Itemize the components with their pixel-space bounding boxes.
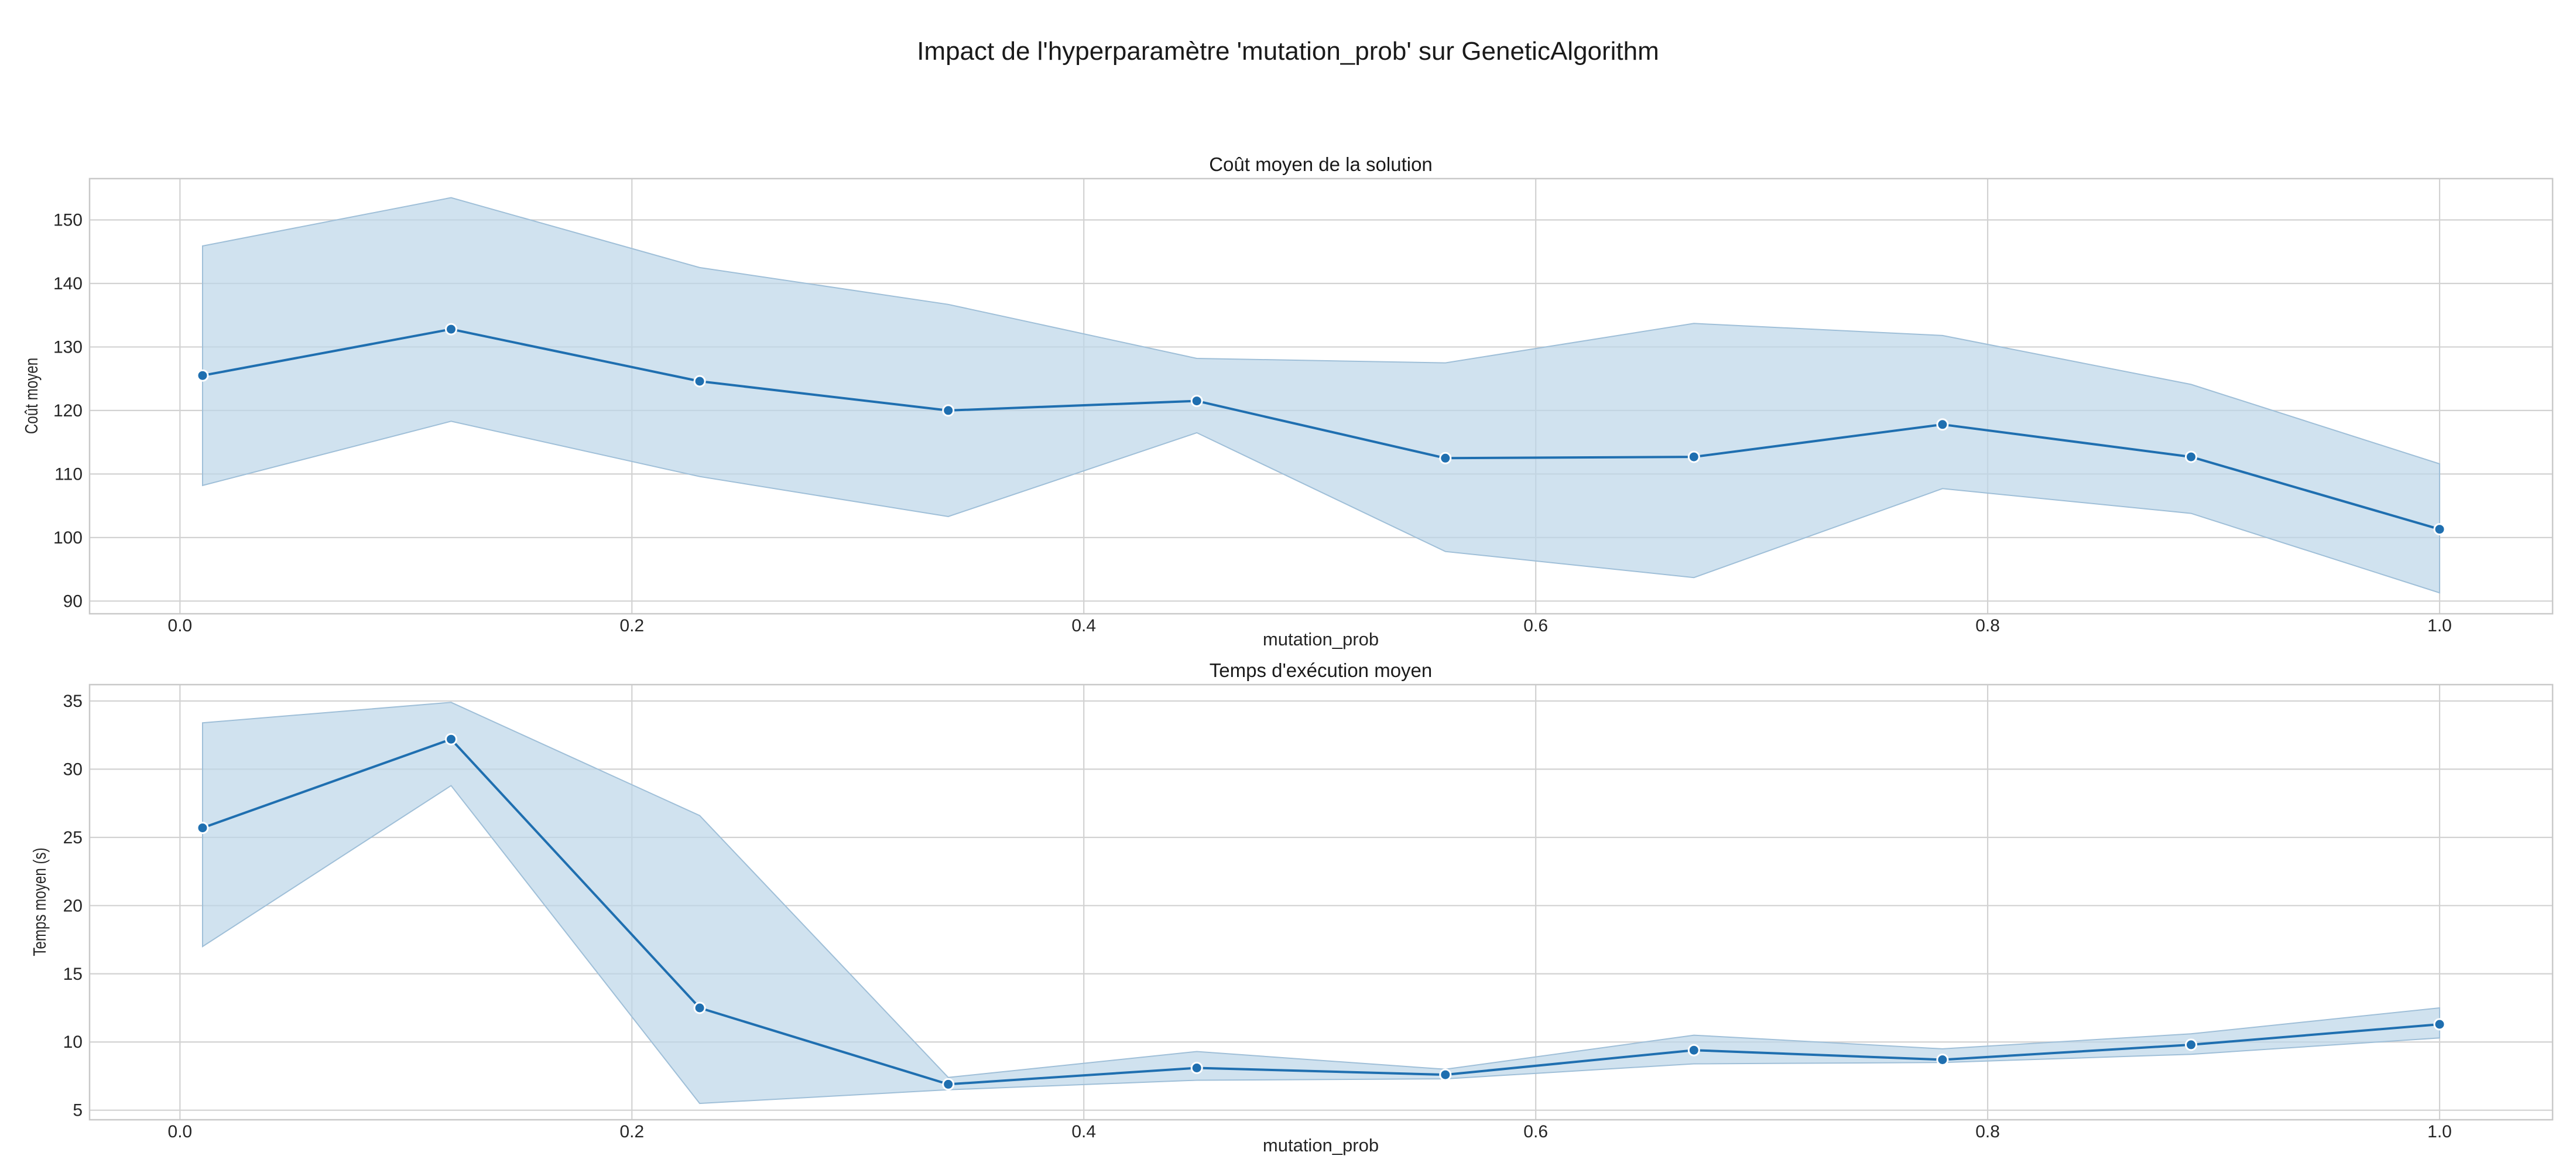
cost-subplot-title: Coût moyen de la solution	[1209, 153, 1433, 175]
cost-y-axis-label: Coût moyen	[21, 358, 42, 434]
cost-data-point	[1190, 395, 1203, 408]
cost-x-tick-label: 0.0	[168, 616, 193, 635]
time-data-point	[1936, 1054, 1949, 1066]
cost-data-point	[1687, 450, 1700, 463]
time-x-ticks: 0.0 0.2 0.4 0.6 0.8 1.0	[168, 1122, 2452, 1141]
time-data-point	[2433, 1018, 2446, 1031]
cost-series	[202, 328, 2440, 531]
time-x-axis-label: mutation_prob	[1263, 1135, 1379, 1155]
cost-confidence-band	[202, 197, 2440, 594]
cost-data-point	[196, 369, 209, 382]
time-data-point	[445, 733, 457, 746]
cost-x-tick-label: 0.8	[1975, 616, 2000, 635]
time-y-ticks: 5 10 15 20 25 30 35	[63, 692, 83, 1120]
cost-subplot: Coût moyen de la solution 0.0 0.2 0.4 0.6 0.…	[21, 153, 2554, 649]
time-y-tick-label: 5	[73, 1101, 83, 1120]
cost-data-point	[1936, 418, 1949, 431]
cost-data-point	[693, 375, 706, 388]
time-subplot: Temps d'exécution moyen 0.0 0.2 0.4 0.6 0.8 1…	[29, 659, 2554, 1155]
time-data-point	[1687, 1044, 1700, 1057]
cost-data-point	[942, 404, 955, 417]
time-axes-frame	[88, 683, 2554, 1121]
time-data-point	[2185, 1038, 2197, 1051]
time-x-tick-label: 1.0	[2427, 1122, 2452, 1141]
time-y-tick-label: 35	[63, 692, 83, 711]
time-y-tick-label: 30	[63, 760, 83, 779]
time-data-point	[196, 822, 209, 835]
cost-y-tick-label: 150	[53, 211, 83, 230]
cost-data-point	[1439, 452, 1452, 464]
cost-x-tick-label: 1.0	[2427, 616, 2452, 635]
cost-x-tick-label: 0.6	[1523, 616, 1548, 635]
time-data-point	[1190, 1062, 1203, 1074]
cost-data-point	[2185, 450, 2197, 463]
time-y-tick-label: 20	[63, 896, 83, 915]
time-x-tick-label: 0.8	[1975, 1122, 2000, 1141]
cost-x-tick-label: 0.2	[619, 616, 644, 635]
cost-y-tick-label: 140	[53, 274, 83, 293]
cost-y-ticks: 90 100 110 120 130 140 150	[53, 211, 83, 611]
time-data-point	[1439, 1068, 1452, 1081]
cost-mean-line	[202, 328, 2440, 531]
time-subplot-title: Temps d'exécution moyen	[1210, 659, 1433, 681]
cost-ci-area	[202, 197, 2440, 594]
cost-y-tick-label: 110	[54, 464, 83, 484]
time-x-tick-label: 0.0	[168, 1122, 193, 1141]
cost-data-point	[2433, 523, 2446, 536]
time-y-tick-label: 15	[63, 965, 83, 984]
time-x-tick-label: 0.4	[1071, 1122, 1096, 1141]
time-mean-line	[202, 738, 2440, 1086]
cost-y-tick-label: 90	[63, 592, 83, 611]
time-data-point	[942, 1078, 955, 1090]
cost-x-axis-label: mutation_prob	[1263, 629, 1379, 649]
figure-title: Impact de l'hyperparamètre 'mutation_pro…	[917, 37, 1659, 66]
cost-y-tick-label: 130	[53, 337, 83, 357]
time-x-tick-label: 0.2	[619, 1122, 644, 1141]
time-y-axis-label: Temps moyen (s)	[29, 847, 50, 956]
time-y-tick-label: 10	[63, 1032, 83, 1052]
time-confidence-band	[202, 702, 2440, 1105]
time-ci-area	[202, 702, 2440, 1105]
cost-axes-frame	[88, 177, 2554, 615]
cost-data-point	[445, 323, 457, 336]
cost-x-tick-label: 0.4	[1071, 616, 1096, 635]
cost-markers	[196, 323, 2446, 536]
time-y-tick-label: 25	[63, 828, 83, 847]
cost-y-tick-label: 100	[53, 528, 83, 548]
cost-x-ticks: 0.0 0.2 0.4 0.6 0.8 1.0	[168, 616, 2452, 635]
time-x-tick-label: 0.6	[1523, 1122, 1548, 1141]
time-series	[202, 738, 2440, 1086]
time-markers	[196, 733, 2446, 1090]
cost-y-tick-label: 120	[53, 401, 83, 420]
time-data-point	[693, 1001, 706, 1014]
